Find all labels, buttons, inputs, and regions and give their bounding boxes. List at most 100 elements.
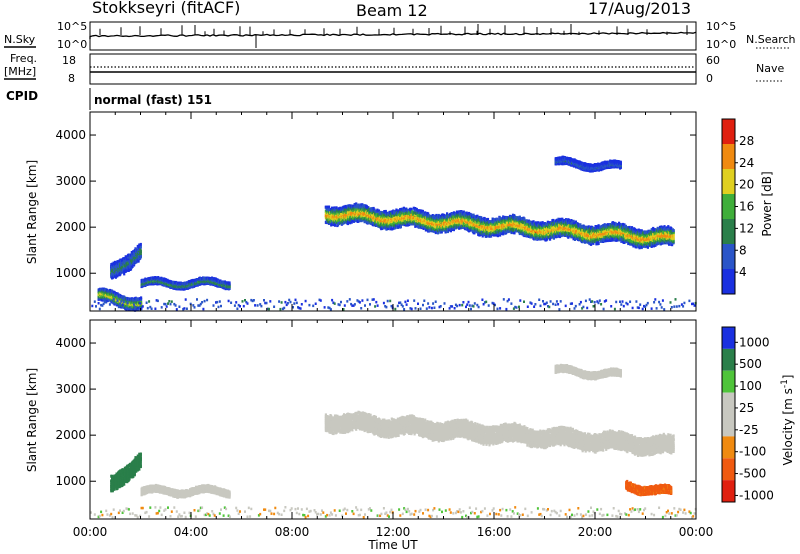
range-cell <box>472 215 475 219</box>
range-cell <box>486 217 490 221</box>
nave-tick-bottom: 0 <box>706 72 713 85</box>
range-cell <box>473 231 476 235</box>
range-cell <box>412 206 415 210</box>
range-cell <box>499 222 502 226</box>
range-cell <box>384 209 387 213</box>
range-cell <box>386 227 390 231</box>
range-cell <box>393 215 396 219</box>
range-cell <box>399 214 402 217</box>
nsky-label: N.Sky <box>4 33 36 46</box>
range-cell <box>435 213 438 217</box>
range-cell <box>499 216 502 220</box>
range-cell <box>470 225 473 229</box>
range-cell <box>370 207 373 211</box>
range-cell <box>333 222 337 226</box>
range-cell <box>456 211 459 215</box>
range-cell <box>414 216 417 220</box>
range-cell <box>380 227 384 230</box>
range-cell <box>489 228 492 232</box>
nsearch-label: N.Search <box>746 33 796 46</box>
range-cell <box>389 227 392 231</box>
range-cell <box>476 214 479 218</box>
range-cell <box>424 211 427 215</box>
power-scatter <box>91 155 697 312</box>
cpid-row: CPID normal (fast) 151 <box>6 88 212 110</box>
nsky-spikes <box>99 24 688 48</box>
range-cell <box>391 227 394 231</box>
range-cell <box>407 209 410 213</box>
range-cell <box>433 214 437 218</box>
range-cell <box>367 206 370 210</box>
nsky-trace <box>89 31 697 39</box>
range-cell <box>501 223 504 227</box>
range-cell <box>371 219 374 223</box>
scatter-region <box>554 155 622 173</box>
cpid-value: normal (fast) 151 <box>94 93 212 107</box>
range-cell <box>472 213 475 217</box>
range-cell <box>495 219 498 223</box>
range-cell <box>395 208 398 212</box>
range-cell <box>501 217 504 220</box>
range-cell <box>404 214 407 218</box>
range-cell <box>346 204 349 208</box>
range-cell <box>493 233 496 237</box>
range-cell <box>465 211 468 215</box>
range-cell <box>352 204 355 208</box>
freq-tick-top: 18 <box>62 54 76 67</box>
range-cell <box>439 230 442 234</box>
range-cell <box>541 221 544 225</box>
range-cell <box>448 228 451 232</box>
nsearch-tick-bottom: 10^0 <box>706 38 736 51</box>
range-cell <box>433 220 436 224</box>
scatter-region <box>324 202 675 250</box>
range-cell <box>418 225 421 229</box>
range-cell <box>397 209 400 213</box>
range-cell <box>472 217 475 221</box>
range-cell <box>452 228 455 232</box>
range-cell <box>402 206 405 210</box>
range-cell <box>443 218 446 222</box>
range-cell <box>405 207 408 211</box>
nave-label: Nave <box>756 62 784 75</box>
date-title: 17/Aug/2013 <box>588 0 691 18</box>
range-cell <box>462 210 465 214</box>
range-cell <box>672 229 675 232</box>
range-cell <box>414 207 417 210</box>
nsearch-tick-top: 10^5 <box>706 20 736 33</box>
range-cell <box>597 242 600 245</box>
range-cell <box>440 230 443 234</box>
range-cell <box>419 223 422 227</box>
range-cell <box>376 208 379 212</box>
range-cell <box>440 218 443 222</box>
range-cell <box>392 219 395 223</box>
station-title: Stokkseyri (fitACF) <box>92 0 240 17</box>
range-cell <box>459 214 462 218</box>
range-cell <box>468 211 471 215</box>
range-cell <box>421 209 424 213</box>
range-cell <box>441 213 444 217</box>
range-cell <box>367 220 370 224</box>
range-cell <box>499 218 502 222</box>
range-cell <box>469 228 472 232</box>
freq-label: Freq. <box>10 52 37 65</box>
range-cell <box>328 208 331 212</box>
freq-tick-bottom: 8 <box>68 72 75 85</box>
range-cell <box>399 207 402 211</box>
range-cell <box>452 212 455 216</box>
range-cell <box>357 211 360 214</box>
range-cell <box>422 227 425 230</box>
beam-title: Beam 12 <box>356 1 428 20</box>
range-cell <box>523 217 526 221</box>
range-cell <box>334 208 337 212</box>
range-cell <box>341 208 344 212</box>
range-cell <box>434 231 437 235</box>
range-cell <box>410 222 413 226</box>
range-cell <box>349 221 352 225</box>
range-cell <box>467 227 470 231</box>
range-cell <box>427 212 430 216</box>
range-cell <box>471 228 474 232</box>
range-cell <box>352 219 356 223</box>
cpid-label: CPID <box>6 89 38 103</box>
range-cell <box>502 232 505 236</box>
range-cell <box>395 210 398 214</box>
